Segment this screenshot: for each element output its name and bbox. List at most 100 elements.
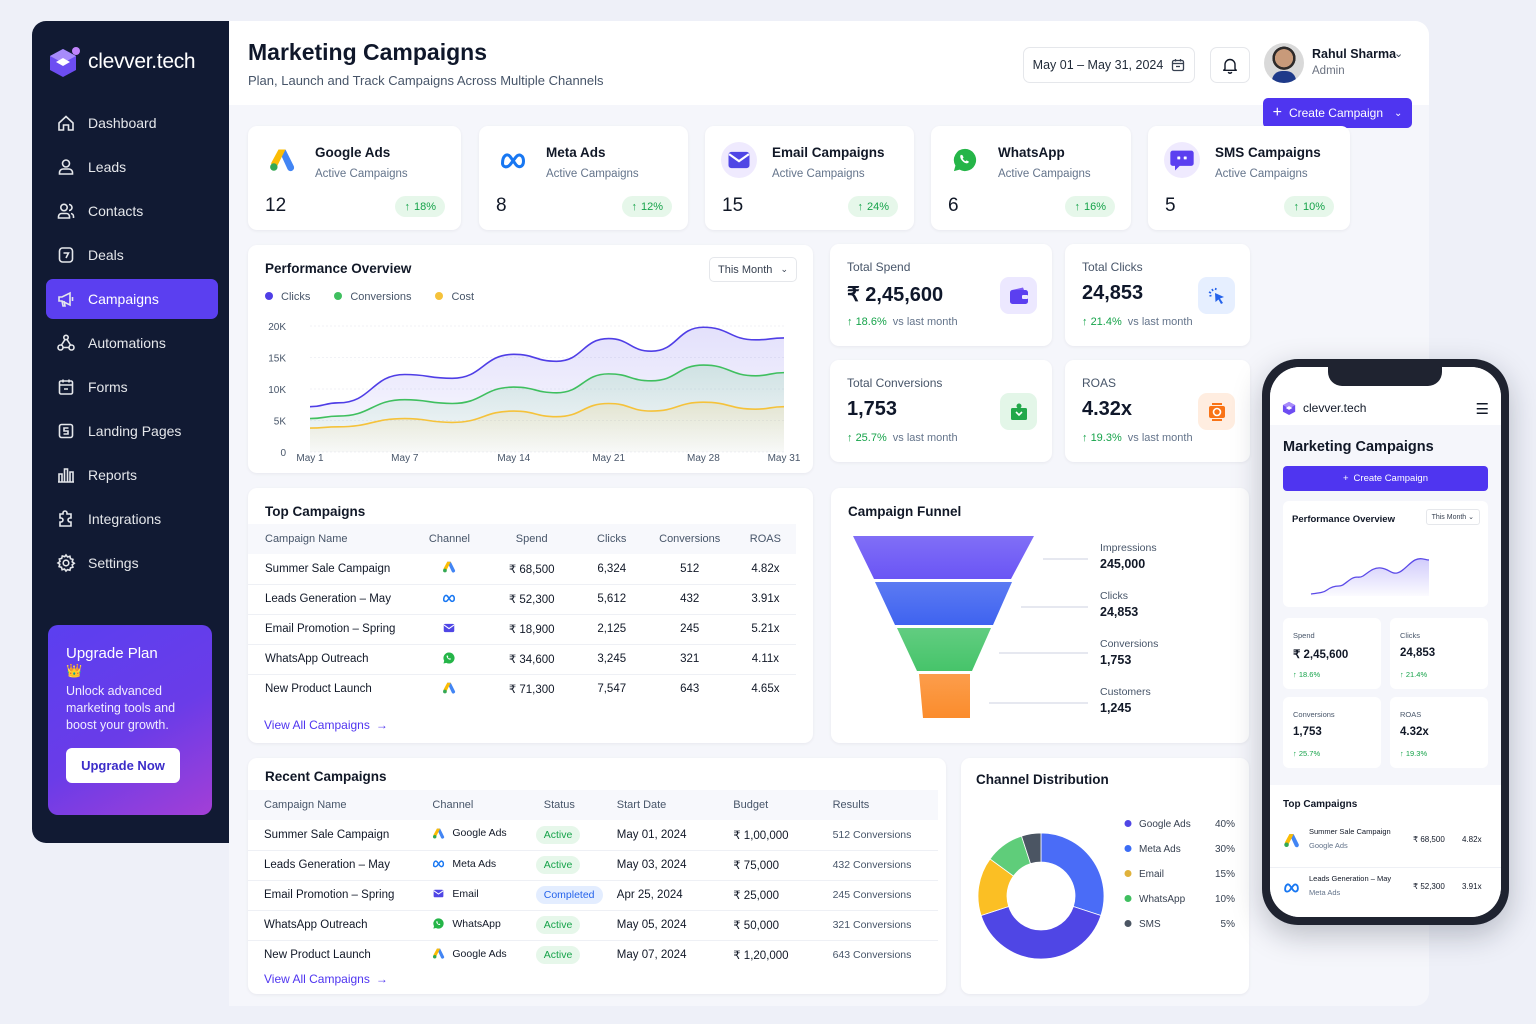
- upgrade-now-button[interactable]: Upgrade Now: [66, 748, 180, 783]
- wallet-icon: [1009, 287, 1028, 304]
- funnel-stage-customers[interactable]: [919, 674, 970, 718]
- campaign-name[interactable]: WhatsApp Outreach: [248, 910, 433, 941]
- campaign-name[interactable]: Email Promotion – Spring: [248, 880, 433, 911]
- sidebar-item-dashboard[interactable]: Dashboard: [46, 103, 218, 143]
- sidebar-item-leads[interactable]: Leads: [46, 147, 218, 187]
- column-header[interactable]: Clicks: [578, 524, 645, 554]
- campaign-name[interactable]: Leads Generation – May: [248, 850, 433, 881]
- campaign-name[interactable]: Summer Sale Campaign: [248, 820, 433, 851]
- channel-card-meta-ads[interactable]: Meta Ads Active Campaigns 8 ↑ 12%: [479, 126, 688, 230]
- campaign-name[interactable]: New Product Launch: [265, 683, 372, 696]
- channel-cell: Email: [432, 880, 536, 911]
- table-row[interactable]: Email Promotion – Spring ₹ 18,900 2,125 …: [248, 614, 796, 645]
- channel-distribution-title: Channel Distribution: [976, 772, 1109, 787]
- column-header[interactable]: Campaign Name: [248, 790, 433, 820]
- table-row[interactable]: Leads Generation – May ₹ 52,300 5,612 43…: [248, 584, 796, 615]
- sidebar-item-contacts[interactable]: Contacts: [46, 191, 218, 231]
- mobile-campaign-row[interactable]: Summer Sale Campaign Google Ads ₹ 68,500…: [1270, 823, 1501, 868]
- legend-percent: 30%: [1215, 844, 1235, 855]
- sidebar-item-automations[interactable]: Automations: [46, 323, 218, 363]
- funnel-stage-label: Clicks: [1100, 590, 1128, 602]
- landing-page-icon: [58, 423, 74, 439]
- column-header[interactable]: ROAS: [734, 524, 796, 554]
- table-row[interactable]: Email Promotion – Spring Email Completed…: [248, 880, 938, 911]
- legend-label: Clicks: [281, 291, 311, 303]
- mobile-create-campaign-button[interactable]: + Create Campaign: [1283, 466, 1488, 491]
- user-name[interactable]: Rahul Sharma: [1312, 47, 1397, 61]
- start-date-cell: May 05, 2024: [616, 910, 734, 941]
- column-header[interactable]: Budget: [733, 790, 833, 820]
- mobile-period-dropdown[interactable]: This Month ⌄: [1425, 509, 1480, 525]
- sidebar-item-forms[interactable]: Forms: [46, 367, 218, 407]
- column-header[interactable]: Conversions: [644, 524, 735, 554]
- date-range-picker[interactable]: May 01 – May 31, 2024: [1023, 47, 1195, 83]
- channel-card-google-ads[interactable]: Google Ads Active Campaigns 12 ↑ 18%: [248, 126, 461, 230]
- hamburger-menu-icon[interactable]: ☰: [1475, 401, 1489, 418]
- legend-item-conversions[interactable]: Conversions: [334, 291, 411, 303]
- column-header[interactable]: Spend: [484, 524, 579, 554]
- roas-cell: 5.21x: [734, 614, 796, 645]
- y-tick-label: 15K: [268, 354, 286, 365]
- donut-slice-sms[interactable]: [1021, 832, 1042, 865]
- campaign-name[interactable]: WhatsApp Outreach: [248, 644, 415, 675]
- column-header[interactable]: Status: [535, 790, 617, 820]
- mobile-campaign-row[interactable]: Leads Generation – May Meta Ads ₹ 52,300…: [1270, 870, 1501, 915]
- table-row[interactable]: WhatsApp Outreach WhatsApp Active May 05…: [248, 910, 938, 941]
- create-campaign-button[interactable]: + Create Campaign ⌄: [1263, 98, 1412, 128]
- meta-icon: [433, 860, 445, 868]
- view-all-campaigns-link[interactable]: View All Campaigns →: [264, 718, 388, 732]
- user-avatar[interactable]: [1264, 43, 1304, 83]
- brand-logo[interactable]: clevver.tech: [46, 21, 218, 103]
- period-dropdown[interactable]: This Month ⌄: [709, 257, 797, 282]
- channel-card-sms-campaigns[interactable]: SMS Campaigns Active Campaigns 5 ↑ 10%: [1148, 126, 1350, 230]
- sidebar-item-reports[interactable]: Reports: [46, 455, 218, 495]
- legend-label: SMS: [1139, 919, 1161, 930]
- column-header[interactable]: Campaign Name: [248, 524, 415, 554]
- channel-cell: [414, 674, 484, 704]
- donut-slice-google-ads[interactable]: [980, 906, 1102, 960]
- legend-item-clicks[interactable]: Clicks: [265, 291, 310, 303]
- chevron-down-icon[interactable]: ⌄: [1394, 48, 1404, 60]
- table-row[interactable]: New Product Launch ₹ 71,300 7,547 643 4.…: [248, 674, 796, 704]
- legend-item-cost[interactable]: Cost: [435, 291, 474, 303]
- channel-card-email-campaigns[interactable]: Email Campaigns Active Campaigns 15 ↑ 24%: [705, 126, 914, 230]
- mobile-area-fill: [1311, 558, 1429, 596]
- performance-chart: 0 5K 10K 15K 20K May 1 May 7 May 14 May 21 May 28…: [268, 322, 801, 464]
- funnel-stage-impressions[interactable]: [853, 536, 1034, 579]
- sidebar-item-integrations[interactable]: Integrations: [46, 499, 218, 539]
- funnel-stage-conversions[interactable]: [897, 628, 991, 671]
- table-row[interactable]: Summer Sale Campaign ₹ 68,500 6,324 512 …: [248, 554, 796, 585]
- sidebar-item-label: Settings: [88, 555, 139, 571]
- campaign-name[interactable]: New Product Launch: [264, 949, 371, 962]
- notifications-button[interactable]: [1210, 47, 1250, 83]
- table-row[interactable]: Summer Sale Campaign Google Ads Active M…: [248, 820, 938, 851]
- column-header[interactable]: Channel: [432, 790, 536, 820]
- channel-card-whatsapp[interactable]: WhatsApp Active Campaigns 6 ↑ 16%: [931, 126, 1131, 230]
- campaign-name[interactable]: Email Promotion – Spring: [248, 614, 415, 645]
- sidebar-item-deals[interactable]: Deals: [46, 235, 218, 275]
- roas-cell: 4.11x: [734, 644, 796, 675]
- sidebar-item-campaigns[interactable]: Campaigns: [46, 279, 218, 319]
- mobile-campaign-roas: 4.82x: [1462, 835, 1482, 844]
- clicks-cell: 7,547: [597, 683, 627, 696]
- funnel-stage-clicks[interactable]: [875, 582, 1012, 625]
- table-row[interactable]: New Product Launch Google Ads Active May…: [248, 940, 938, 970]
- column-header[interactable]: Results: [832, 790, 938, 820]
- column-header[interactable]: Channel: [414, 524, 485, 554]
- campaign-name[interactable]: Leads Generation – May: [248, 584, 415, 615]
- campaign-name[interactable]: Summer Sale Campaign: [248, 554, 415, 585]
- funnel-stage-label: Impressions: [1100, 542, 1157, 554]
- sidebar-item-landing-pages[interactable]: Landing Pages: [46, 411, 218, 451]
- mobile-kpi-delta-value: 19.3%: [1405, 749, 1428, 758]
- table-row[interactable]: WhatsApp Outreach ₹ 34,600 3,245 321 4.1…: [248, 644, 796, 675]
- recent-campaigns-table: Campaign Name Channel Status Start Date Budg…: [248, 790, 938, 970]
- column-header[interactable]: Start Date: [616, 790, 734, 820]
- mobile-kpi-delta: ↑ 25.7%: [1293, 749, 1321, 758]
- table-row[interactable]: Leads Generation – May Meta Ads Active M…: [248, 850, 938, 881]
- status-badge: Active: [535, 916, 581, 934]
- cursor-click-icon: [1208, 287, 1224, 304]
- view-all-recent-link[interactable]: View All Campaigns →: [264, 972, 388, 986]
- kpi-comparison: vs last month: [892, 316, 958, 328]
- donut-slice-meta-ads[interactable]: [1040, 832, 1105, 916]
- sidebar-item-settings[interactable]: Settings: [46, 543, 218, 583]
